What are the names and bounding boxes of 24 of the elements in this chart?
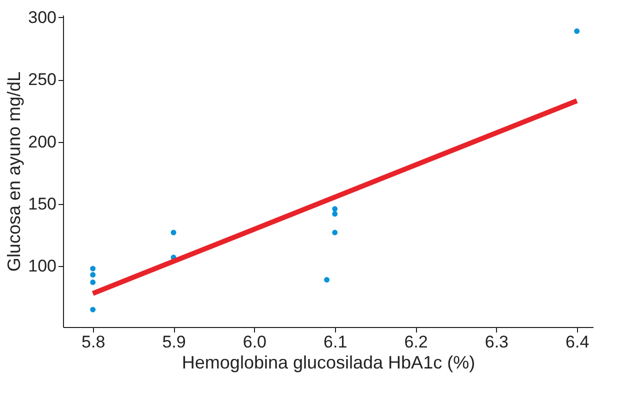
x-tick-label: 5.8 — [82, 332, 106, 352]
x-tick-label: 6.4 — [566, 332, 590, 352]
point — [332, 230, 338, 236]
x-axis-title: Hemoglobina glucosilada HbA1c (%) — [182, 352, 476, 372]
x-tick-label: 6.3 — [484, 332, 509, 352]
y-tick-label: 250 — [28, 70, 56, 90]
y-tick-label: 300 — [28, 8, 56, 27]
point — [90, 266, 96, 272]
y-tick-label: 150 — [28, 194, 56, 214]
y-tick-label: 200 — [28, 132, 56, 152]
x-tick-label: 5.9 — [162, 332, 186, 352]
y-tick-label: 100 — [28, 256, 56, 276]
point — [90, 280, 96, 285]
point — [90, 272, 96, 278]
point — [90, 306, 96, 312]
x-tick-label: 6.1 — [324, 332, 348, 352]
point — [574, 28, 580, 34]
point — [324, 277, 330, 282]
y-axis-title: Glucosa en ayuno mg/dL — [4, 71, 24, 272]
x-tick-label: 6.0 — [242, 332, 267, 352]
x-tick-label: 6.2 — [404, 332, 428, 352]
point — [332, 211, 338, 217]
point — [332, 206, 338, 212]
point — [170, 230, 176, 236]
